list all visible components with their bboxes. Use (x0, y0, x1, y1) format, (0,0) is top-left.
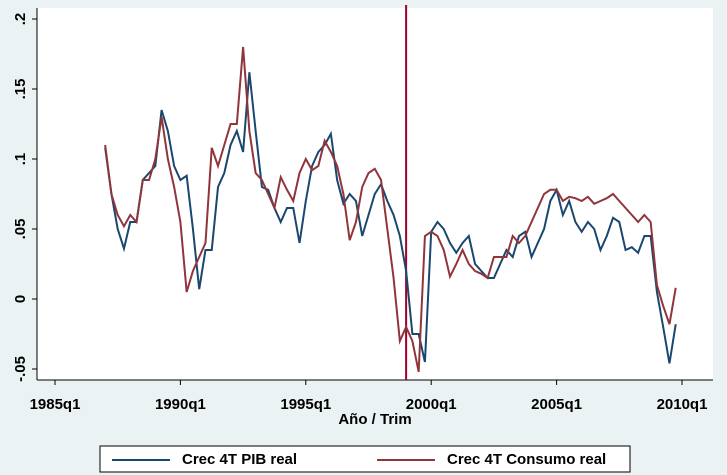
y-tick-label: .15 (12, 79, 29, 100)
y-tick-label: .1 (12, 153, 29, 166)
x-axis-title: Año / Trim (338, 411, 411, 428)
x-tick-label: 1995q1 (280, 396, 331, 413)
series-line (104, 46, 677, 372)
y-tick-label: -.05 (12, 356, 29, 382)
x-tick-label: 2010q1 (657, 396, 708, 413)
y-tick-label: .2 (12, 13, 29, 26)
x-tick-label: 1985q1 (30, 396, 81, 413)
x-tick-label: 1990q1 (155, 396, 206, 413)
x-tick-label: 2000q1 (406, 396, 457, 413)
y-tick-label: .05 (12, 219, 29, 240)
legend-label: Crec 4T Consumo real (447, 451, 606, 468)
legend-label: Crec 4T PIB real (182, 451, 297, 468)
y-tick-label: 0 (12, 295, 29, 303)
series-line (104, 72, 677, 364)
legend (99, 445, 631, 473)
x-tick-label: 2005q1 (531, 396, 582, 413)
